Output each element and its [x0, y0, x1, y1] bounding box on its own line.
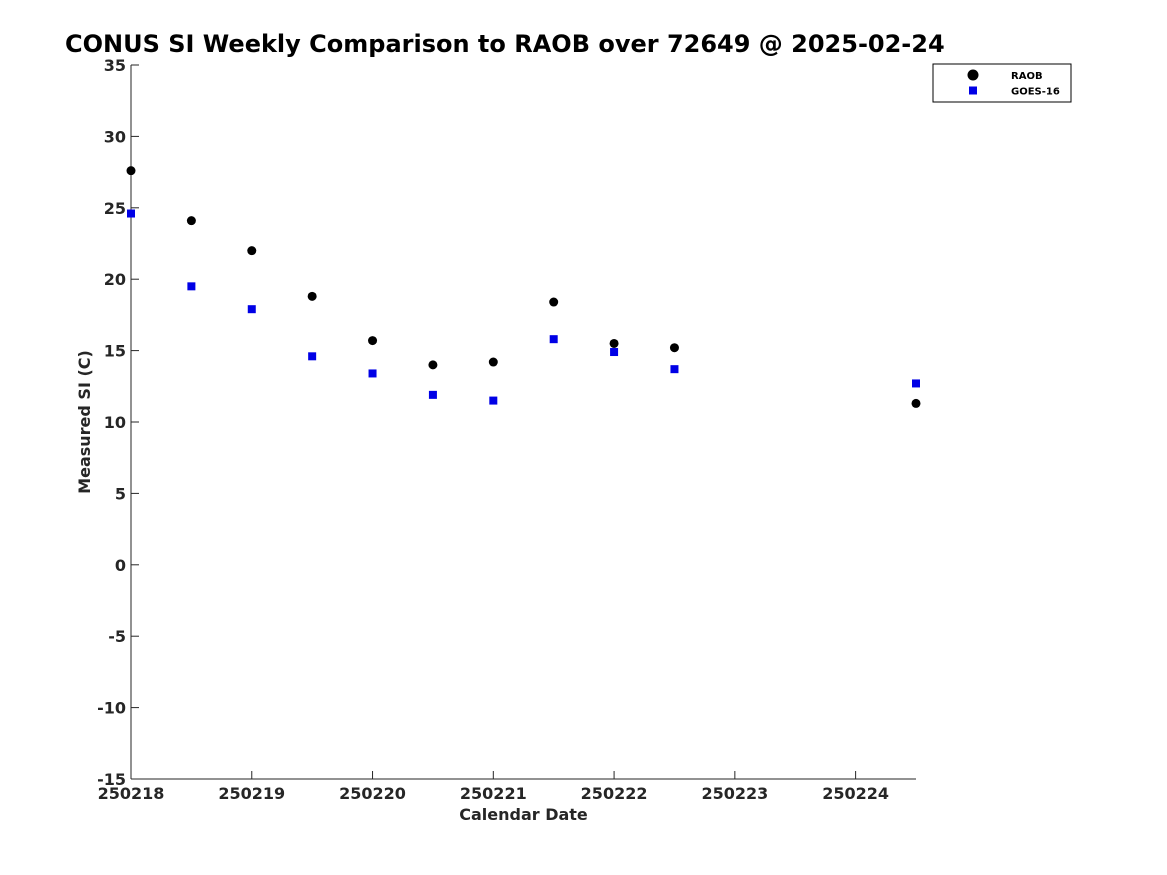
- x-tick-label: 250222: [581, 784, 648, 803]
- raob-point: [609, 338, 619, 348]
- raob-point: [307, 291, 317, 301]
- raob-point: [247, 246, 257, 256]
- x-tick-label: 250224: [822, 784, 889, 803]
- y-tick-label: 35: [104, 56, 126, 75]
- goes16-point: [428, 390, 437, 399]
- x-tick-label: 250218: [98, 784, 165, 803]
- goes16-point: [912, 379, 920, 388]
- raob-point: [549, 297, 559, 307]
- raob-point: [669, 343, 679, 353]
- legend-box: [932, 63, 1072, 103]
- goes16-point: [610, 348, 619, 357]
- goes16-point: [368, 369, 377, 378]
- raob-point: [126, 166, 136, 176]
- y-tick-label: 10: [104, 413, 126, 432]
- goes16-point: [247, 305, 256, 314]
- y-tick-label: 25: [104, 199, 126, 218]
- legend-label: GOES-16: [1011, 87, 1060, 98]
- x-tick-label: 250220: [339, 784, 406, 803]
- legend: RAOB GOES-16: [932, 63, 1072, 103]
- raob-point: [911, 398, 921, 408]
- x-axis-label: Calendar Date: [459, 805, 588, 824]
- y-tick-label: -10: [97, 699, 126, 718]
- goes16-point: [489, 396, 498, 405]
- y-tick-label: 20: [104, 270, 126, 289]
- y-tick-label: 15: [104, 342, 126, 361]
- y-tick-label: 5: [115, 484, 126, 503]
- y-tick-label: -15: [97, 770, 126, 789]
- y-tick-label: 30: [104, 127, 126, 146]
- raob-point: [488, 357, 498, 367]
- raob-point: [428, 360, 438, 370]
- axes: -15 -10 -5 0 5 10 15 20 25 30 35 250218 250219 250220…: [75, 56, 916, 824]
- raob-point: [368, 336, 378, 346]
- x-tick-label: 250219: [218, 784, 285, 803]
- goes16-point: [670, 365, 679, 374]
- goes16-point: [308, 352, 317, 361]
- x-tick-label: 250223: [701, 784, 768, 803]
- chart-title: CONUS SI Weekly Comparison to RAOB over …: [65, 30, 945, 58]
- goes16-point: [187, 282, 196, 291]
- x-tick-label: 250221: [460, 784, 527, 803]
- data-marks: [126, 166, 921, 408]
- raob-point: [186, 216, 196, 226]
- goes16-point: [127, 209, 135, 218]
- goes16-point: [549, 335, 558, 344]
- y-tick-label: 0: [115, 556, 126, 575]
- legend-raob-marker: [967, 69, 979, 81]
- legend-label: RAOB: [1011, 71, 1043, 82]
- legend-goes16-marker: [969, 86, 977, 95]
- y-axis-label: Measured SI (C): [75, 350, 94, 494]
- y-tick-label: -5: [108, 627, 126, 646]
